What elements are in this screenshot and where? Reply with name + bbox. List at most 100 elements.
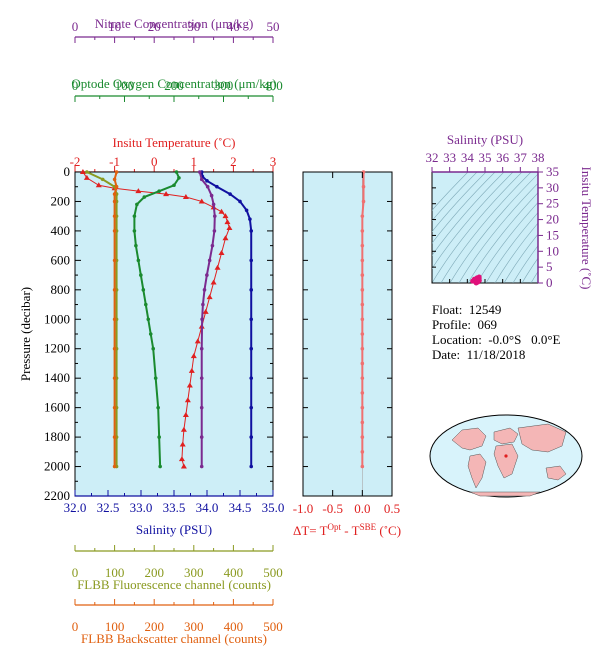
- nitrate-point: [205, 273, 209, 277]
- temperature-point: [194, 338, 201, 344]
- ts-density-contour: [432, 172, 478, 222]
- float-id: Float: 12549: [432, 302, 502, 317]
- ts-density-contour: [432, 172, 469, 211]
- delta-t-tick-label: -1.0: [293, 501, 314, 516]
- nitrate-tick-label: 40: [227, 19, 240, 34]
- delta-t-point: [361, 199, 366, 204]
- pressure-tick-label: 1600: [44, 400, 70, 415]
- temperature-point: [206, 294, 213, 300]
- temperature-point: [218, 250, 225, 255]
- map-land-antarctica: [469, 491, 541, 497]
- nitrate-point: [199, 405, 204, 410]
- delta-t-point: [360, 214, 365, 218]
- nitrate-point: [199, 346, 204, 351]
- ts-temperature-label: Insitu Temperature (˚C): [579, 166, 594, 289]
- oxygen-point: [132, 229, 137, 233]
- temperature-point: [163, 191, 170, 197]
- map-land-australia: [545, 465, 567, 481]
- backscatter-tick-label: 100: [105, 619, 125, 634]
- delta-t-point: [360, 346, 365, 351]
- ts-density-contour: [503, 233, 538, 283]
- ts-temp-tick-label: 25: [546, 196, 559, 211]
- ts-density-contour: [432, 172, 514, 270]
- salinity-point: [249, 346, 254, 351]
- temperature-point: [198, 198, 205, 204]
- delta-t-tick-label: 0.0: [354, 501, 370, 516]
- fluorescence-tick-label: 0: [72, 565, 79, 580]
- delta-t-point: [360, 273, 365, 277]
- salinity-tick-label: 34.5: [229, 500, 252, 515]
- nitrate-point: [202, 288, 207, 292]
- location: Location: -0.0°S 0.0°E: [432, 332, 561, 347]
- temperature-point: [182, 412, 189, 417]
- ts-temp-tick-label: 10: [546, 243, 559, 258]
- temperature-point: [135, 188, 142, 194]
- delta-t-point: [360, 405, 365, 410]
- ts-density-contour: [440, 172, 532, 283]
- temperature-point: [83, 174, 90, 180]
- nitrate-point: [201, 302, 205, 307]
- nitrate-point: [211, 202, 216, 207]
- temperature-point: [180, 426, 187, 432]
- backscatter-point: [112, 405, 117, 410]
- temperature-point: [224, 219, 231, 225]
- temperature-point: [222, 235, 229, 241]
- ts-temp-tick-label: 30: [546, 180, 559, 195]
- oxygen-point: [146, 317, 151, 322]
- backscatter-point: [112, 288, 117, 292]
- backscatter-tick-label: 200: [144, 619, 164, 634]
- ts-salinity-tick-label: 35: [479, 150, 492, 165]
- oxygen-axis-label: Optode Oxygen Concentration (μm/kg): [71, 76, 276, 91]
- nitrate-tick-label: 20: [148, 19, 161, 34]
- delta-t-plot-area: [302, 171, 393, 497]
- backscatter-point: [112, 376, 117, 380]
- ts-salinity-tick-label: 38: [532, 150, 545, 165]
- pressure-axis-label: Pressure (decibar): [18, 287, 33, 381]
- backscatter-axis-label: FLBB Backscatter channel (counts): [81, 631, 267, 646]
- temperature-tick-label: 1: [191, 154, 198, 169]
- nitrate-point: [199, 376, 204, 380]
- fluorescence-point: [100, 177, 105, 182]
- backscatter-point: [112, 177, 117, 182]
- delta-t-point: [360, 302, 365, 307]
- map-land-europe: [493, 427, 519, 445]
- delta-t-label-prefix: ΔT= T: [293, 523, 328, 538]
- nitrate-point: [210, 243, 215, 248]
- ts-density-contour: [432, 172, 523, 283]
- salinity-tick-label: 32.0: [64, 500, 87, 515]
- ts-series: [470, 274, 482, 286]
- fluorescence-tick-label: 400: [224, 565, 244, 580]
- oxygen-point: [172, 183, 176, 188]
- delta-t-point: [360, 361, 365, 366]
- backscatter-point: [112, 435, 117, 439]
- delta-t-point: [360, 450, 365, 454]
- profile-series: [79, 169, 254, 469]
- delta-t-point: [361, 184, 366, 189]
- ts-density-contours: [432, 172, 538, 283]
- backscatter-tick-label: 300: [184, 619, 204, 634]
- ts-density-contour: [449, 173, 538, 283]
- oxygen-series-line: [133, 171, 181, 467]
- ts-temp-tick-label: 0: [546, 275, 553, 290]
- oxygen-point: [153, 376, 158, 380]
- delta-t-point: [360, 317, 365, 322]
- temperature-point: [190, 353, 197, 359]
- backscatter-tick-label: 400: [224, 619, 244, 634]
- salinity-tick-label: 33.0: [130, 500, 153, 515]
- ts-density-contour: [432, 172, 496, 244]
- map-land-africa: [493, 443, 519, 479]
- ts-density-contour: [485, 212, 538, 283]
- salinity-point: [244, 208, 249, 213]
- nitrate-point: [212, 214, 217, 218]
- oxygen-point: [132, 214, 137, 218]
- delta-t-axis-label: ΔT= TOpt - TSBE (˚C): [293, 522, 401, 538]
- oxygen-tick-label: 400: [263, 78, 283, 93]
- salinity-point: [249, 317, 254, 322]
- oxygen-point: [151, 346, 156, 351]
- ts-density-contour: [432, 172, 487, 233]
- fluorescence-point: [85, 170, 89, 174]
- oxygen-point: [156, 405, 160, 410]
- pressure-tick-label: 0: [64, 164, 71, 179]
- backscatter-point: [112, 214, 117, 218]
- pressure-tick-label: 1200: [44, 341, 70, 356]
